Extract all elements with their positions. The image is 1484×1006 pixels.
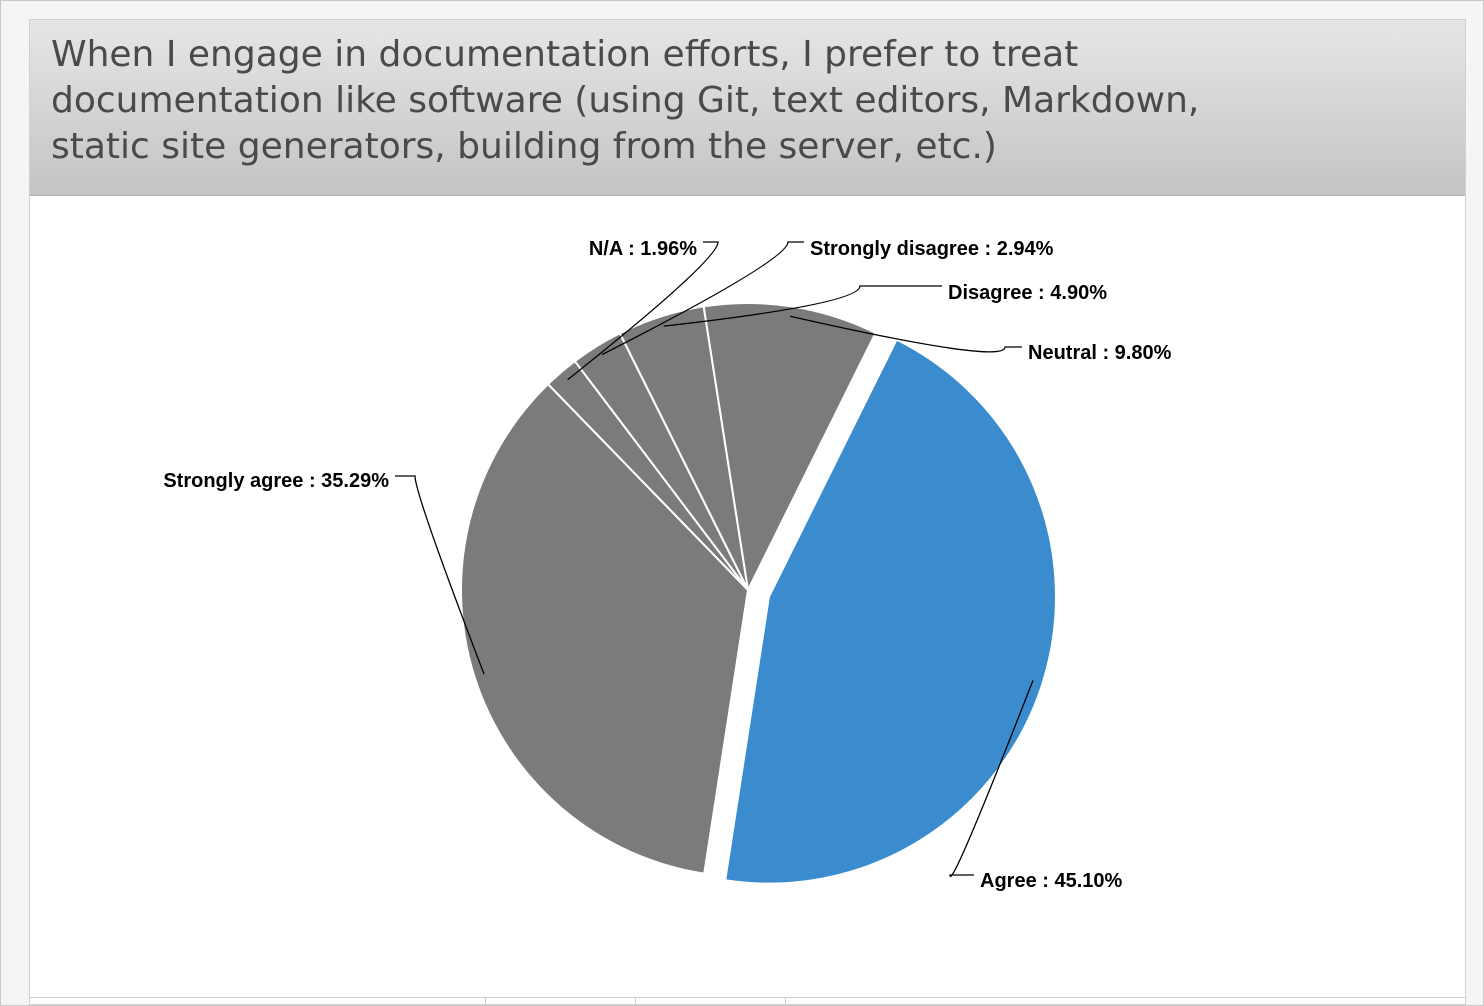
chart-title: When I engage in documentation efforts, … bbox=[51, 34, 1200, 167]
bottom-divider-tick bbox=[785, 997, 786, 1006]
pie-slice-agree bbox=[724, 338, 1057, 885]
pie-slices bbox=[460, 302, 1057, 885]
leader-line-agree bbox=[949, 680, 1034, 877]
leader-line-disagree bbox=[663, 285, 942, 327]
leader-line-neutral bbox=[790, 315, 1022, 353]
data-label-strongly-agree: Strongly agree : 35.29% bbox=[163, 470, 389, 492]
data-label-disagree: Disagree : 4.90% bbox=[948, 282, 1107, 304]
data-label-n-a: N/A : 1.96% bbox=[589, 238, 697, 260]
leader-line-strongly-disagree bbox=[601, 241, 804, 356]
leader-line-strongly-agree bbox=[395, 475, 485, 675]
leader-lines bbox=[395, 241, 1034, 877]
chart-title-bar: When I engage in documentation efforts, … bbox=[30, 20, 1465, 196]
data-label-agree: Agree : 45.10% bbox=[980, 870, 1123, 892]
data-label-strongly-disagree: Strongly disagree : 2.94% bbox=[810, 238, 1054, 260]
bottom-divider bbox=[29, 997, 1466, 998]
bottom-divider-tick bbox=[485, 997, 486, 1006]
leader-line-n-a bbox=[567, 241, 719, 381]
data-label-neutral: Neutral : 9.80% bbox=[1028, 342, 1172, 364]
pie-slice-neutral bbox=[702, 302, 877, 594]
data-labels: Agree : 45.10% Strongly agree : 35.29% N/A… bbox=[163, 238, 1171, 892]
pie-slice-strongly-agree bbox=[460, 382, 750, 875]
bottom-divider-tick bbox=[635, 997, 636, 1006]
